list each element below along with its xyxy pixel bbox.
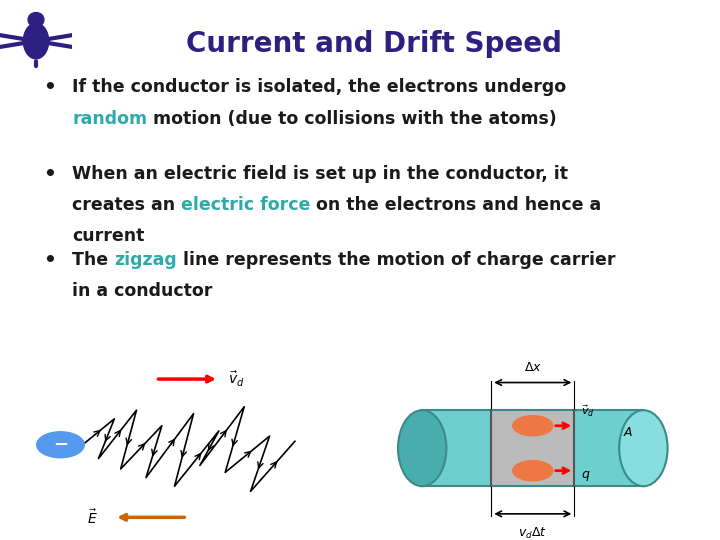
Text: on the electrons and hence a: on the electrons and hence a — [310, 196, 602, 214]
Text: $\vec{E}$: $\vec{E}$ — [87, 508, 97, 526]
Circle shape — [513, 461, 553, 481]
Text: •: • — [43, 251, 56, 270]
Text: motion (due to collisions with the atoms): motion (due to collisions with the atoms… — [147, 110, 557, 127]
Circle shape — [37, 432, 84, 458]
Text: zigzag: zigzag — [114, 251, 177, 269]
Text: $\vec{v}_d$: $\vec{v}_d$ — [228, 369, 245, 389]
FancyArrowPatch shape — [39, 42, 73, 47]
Text: Current and Drift Speed: Current and Drift Speed — [186, 30, 562, 58]
Text: •: • — [43, 165, 56, 184]
Text: When an electric field is set up in the conductor, it: When an electric field is set up in the … — [72, 165, 568, 183]
Bar — [422, 410, 644, 486]
Bar — [491, 410, 575, 486]
Circle shape — [513, 416, 553, 436]
Text: $v_d \Delta t$: $v_d \Delta t$ — [518, 526, 547, 540]
FancyArrowPatch shape — [0, 42, 33, 47]
FancyArrowPatch shape — [39, 35, 73, 40]
Ellipse shape — [398, 410, 446, 486]
Text: electric force: electric force — [181, 196, 310, 214]
Ellipse shape — [23, 23, 49, 59]
Text: The: The — [72, 251, 114, 269]
Ellipse shape — [28, 12, 44, 27]
Text: random: random — [72, 110, 147, 127]
Text: $q$: $q$ — [581, 469, 590, 483]
Text: current: current — [72, 227, 145, 245]
Text: If the conductor is isolated, the electrons undergo: If the conductor is isolated, the electr… — [72, 78, 566, 96]
Text: −: − — [53, 436, 68, 454]
Ellipse shape — [619, 410, 667, 486]
Text: $\vec{v}_d$: $\vec{v}_d$ — [581, 403, 595, 419]
Text: line represents the motion of charge carrier: line represents the motion of charge car… — [177, 251, 616, 269]
Text: in a conductor: in a conductor — [72, 282, 212, 300]
Text: creates an: creates an — [72, 196, 181, 214]
Text: $\Delta x$: $\Delta x$ — [523, 361, 542, 374]
Text: •: • — [43, 78, 56, 97]
Text: $A$: $A$ — [623, 426, 633, 439]
FancyArrowPatch shape — [0, 35, 33, 40]
